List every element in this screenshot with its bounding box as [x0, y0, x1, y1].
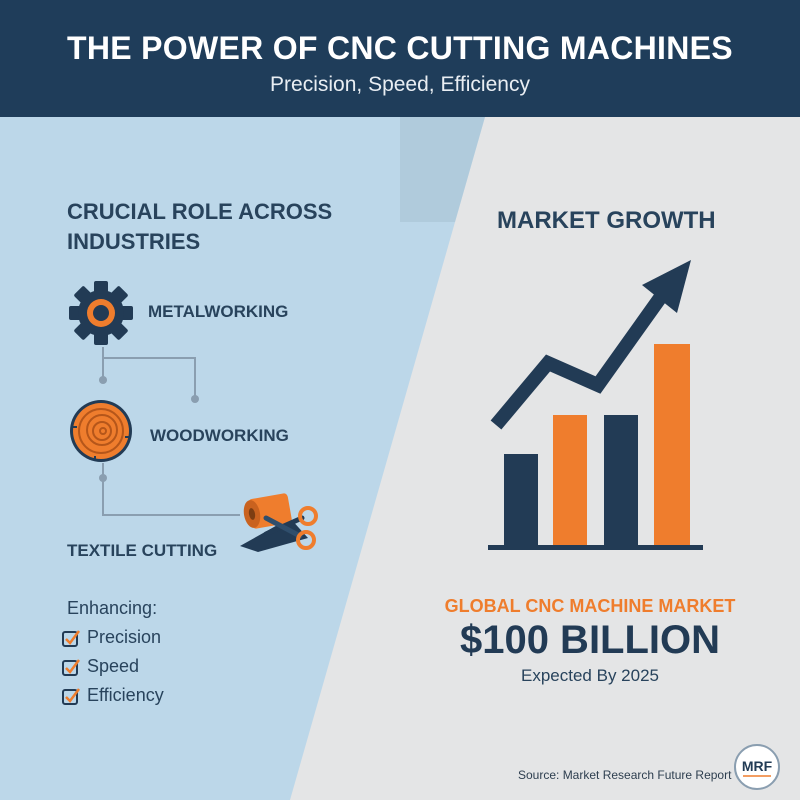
enhancing-item: Speed — [62, 656, 139, 677]
logo-text: MRF — [742, 758, 773, 774]
enhancing-item-label: Efficiency — [87, 685, 164, 705]
industry-connectors — [99, 347, 240, 516]
checkbox-checked-icon — [62, 629, 80, 647]
mrf-logo: MRF — [734, 744, 780, 790]
enhancing-title: Enhancing: — [67, 598, 158, 618]
growth-bar-chart-icon — [488, 260, 703, 550]
market-value: $100 BILLION — [459, 618, 721, 662]
checkbox-checked-icon — [62, 687, 80, 705]
bar-1 — [504, 454, 538, 545]
bar-2 — [553, 415, 587, 545]
bar-3 — [604, 415, 638, 545]
market-growth-title: MARKET GROWTH — [497, 207, 716, 234]
industry-label-textile: TEXTILE CUTTING — [67, 541, 218, 560]
source-citation: Source: Market Research Future Report — [518, 768, 732, 782]
industries-title: CRUCIAL ROLE ACROSS INDUSTRIES — [67, 199, 333, 254]
page-subtitle: Precision, Speed, Efficiency — [270, 73, 530, 96]
gear-icon — [69, 281, 133, 345]
checkbox-checked-icon — [62, 658, 80, 676]
chart-baseline — [488, 545, 703, 550]
market-note: Expected By 2025 — [521, 666, 659, 685]
trend-arrow-head — [642, 260, 691, 313]
header-banner: THE POWER OF CNC CUTTING MACHINES Precis… — [0, 0, 800, 117]
enhancing-item: Precision — [62, 627, 161, 648]
bar-4 — [654, 344, 690, 545]
wood-log-icon — [70, 400, 132, 462]
market-label: GLOBAL CNC MACHINE MARKET — [444, 596, 736, 616]
page-title: THE POWER OF CNC CUTTING MACHINES — [67, 30, 733, 66]
trend-arrow-line — [490, 286, 671, 430]
industry-label-woodworking: WOODWORKING — [150, 426, 289, 445]
enhancing-item-label: Precision — [87, 627, 162, 647]
enhancing-item: Efficiency — [62, 685, 164, 706]
fabric-scissors-icon — [240, 493, 318, 552]
enhancing-item-label: Speed — [87, 656, 140, 676]
industry-label-metalworking: METALWORKING — [148, 302, 289, 321]
